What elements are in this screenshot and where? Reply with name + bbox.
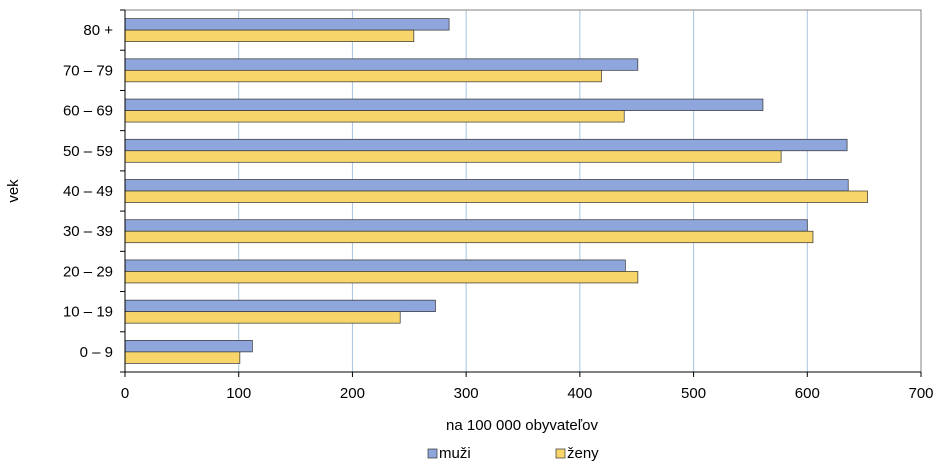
bars [124,18,868,364]
x-tick-labels: 0 100 200 300 400 500 600 700 [121,385,934,402]
bar-muzi-1 [124,299,436,313]
bar-zeny-1 [124,311,401,324]
bar-muzi-4 [124,179,849,192]
y-tick-label: 30 – 39 [63,223,113,240]
y-tick-label: 0 – 9 [80,344,113,361]
x-tick-label: 300 [454,385,479,402]
y-tick-label: 50 – 59 [63,143,113,160]
y-tick-label: 70 – 79 [63,62,113,79]
x-tick-label: 100 [226,385,251,402]
bar-zeny-2 [124,271,639,284]
y-tick-label: 20 – 29 [63,263,113,280]
bar-zeny-8 [124,29,415,42]
bar-muzi-5 [124,138,848,152]
bar-zeny-3 [124,230,814,244]
x-axis-label: na 100 000 obyvateľov [446,417,598,434]
bar-muzi-2 [124,259,626,272]
bar-muzi-8 [124,18,450,31]
y-tick-label: 60 – 69 [63,103,113,120]
bar-muzi-0 [124,340,253,353]
bar-zeny-0 [124,351,241,364]
bar-muzi-3 [124,219,808,232]
bar-zeny-6 [124,110,625,123]
x-tick-label: 600 [795,385,820,402]
x-tick-label: 700 [908,385,933,402]
legend-swatch-1 [555,448,566,459]
y-tick-label: 40 – 49 [63,183,113,200]
y-tick-label: 80 + [83,22,113,39]
legend-swatch-0 [427,448,438,459]
y-tick-label: 10 – 19 [63,304,113,321]
axes [120,9,922,377]
bar-muzi-6 [124,98,764,111]
legend-label-1: ženy [567,445,599,462]
y-axis-label: vek [5,179,22,203]
x-tick-label: 200 [340,385,365,402]
bar-zeny-4 [124,190,868,203]
x-tick-label: 0 [121,385,129,402]
bar-zeny-5 [124,150,782,163]
legend: muži ženy [427,445,599,462]
legend-label-0: muži [439,445,471,462]
x-tick-label: 500 [681,385,706,402]
x-tick-label: 400 [567,385,592,402]
y-tick-labels: 0 – 9 10 – 19 20 – 29 30 – 39 40 – 49 50 – 59… [63,22,113,361]
bar-muzi-7 [124,58,639,71]
bar-zeny-7 [124,69,602,83]
